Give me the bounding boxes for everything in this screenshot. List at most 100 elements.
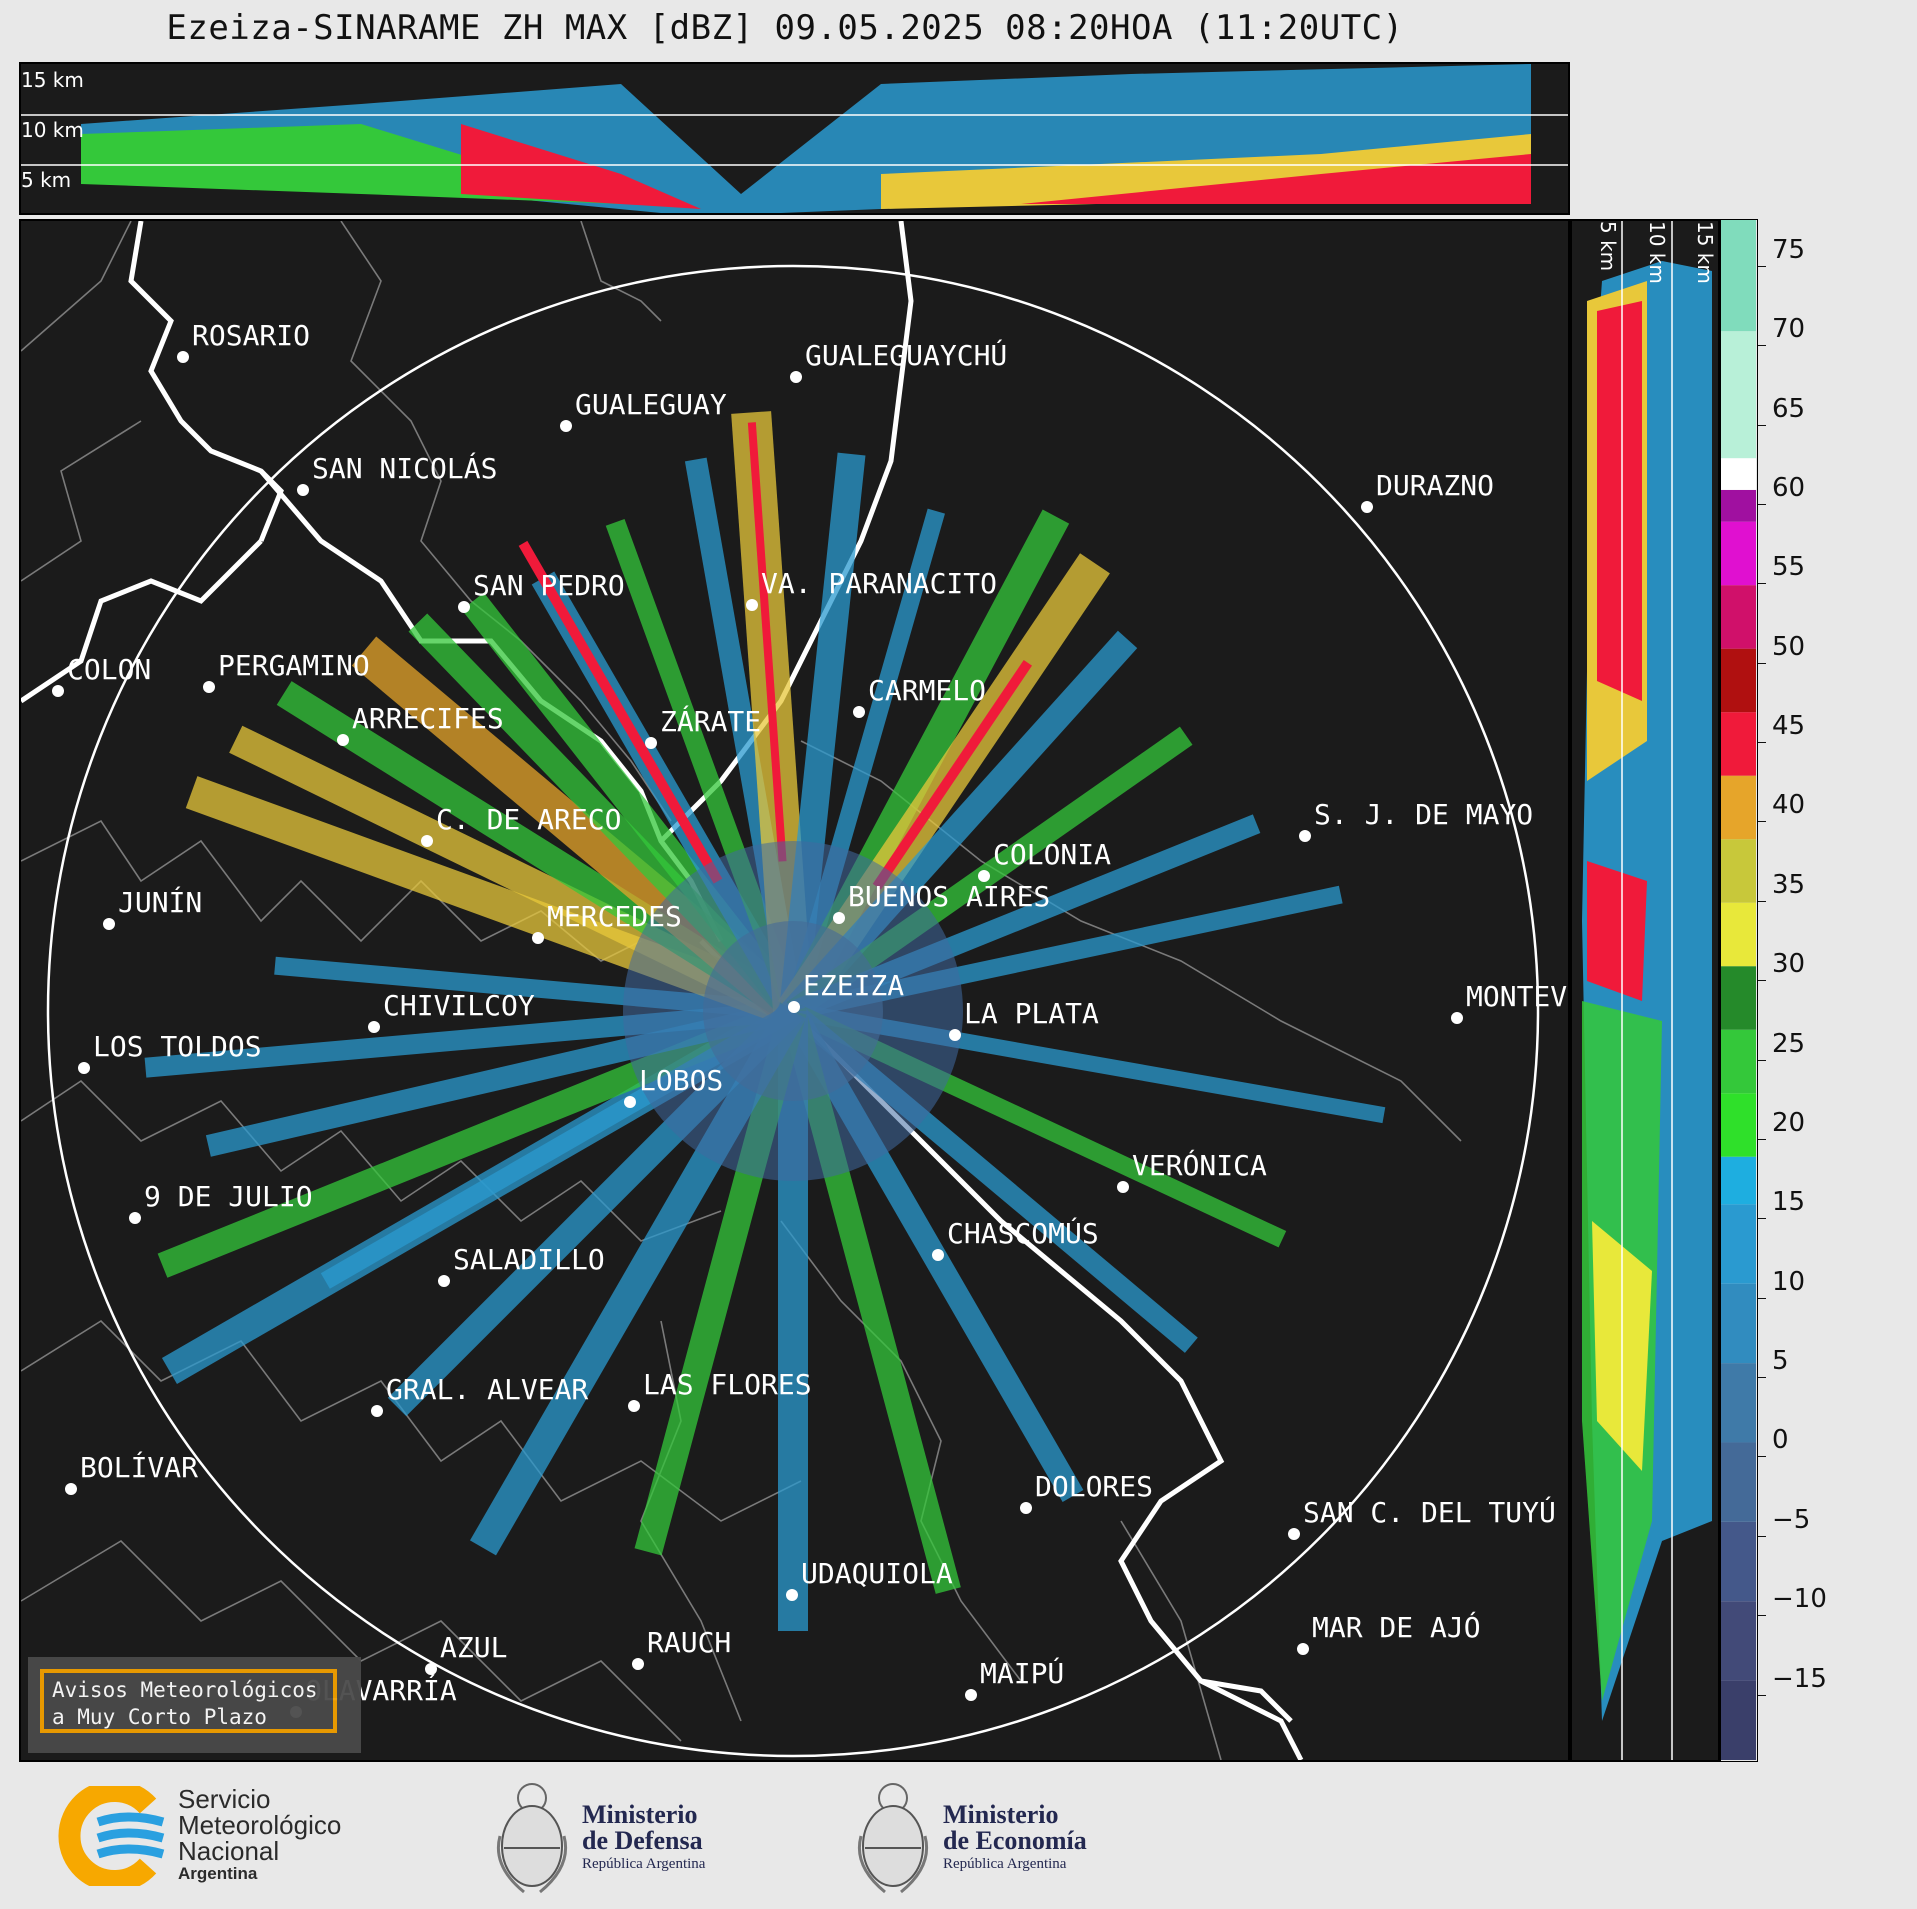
economia-seal: [855, 1776, 931, 1896]
colorbar-tick-label: 70: [1772, 314, 1806, 345]
colorbar-segment: [1721, 1601, 1756, 1681]
footer: Servicio Meteorológico Nacional Argentin…: [0, 1762, 1917, 1909]
colorbar-segment: [1721, 458, 1756, 490]
colorbar-segment: [1721, 220, 1756, 332]
colorbar-segment: [1721, 1093, 1756, 1157]
colorbar-tick-label: 0: [1772, 1425, 1789, 1456]
city-marker: [368, 1021, 380, 1033]
side-cross-section-plot: [1582, 221, 1712, 1760]
defensa-line-3: República Argentina: [582, 1856, 706, 1872]
city-marker: [129, 1212, 141, 1224]
colorbar-tick-label: 50: [1772, 631, 1806, 662]
side-cross-section-panel: 5 km 10 km 15 km: [1570, 219, 1720, 1762]
colorbar-segment: [1721, 966, 1756, 1030]
colorbar-tick-label: 20: [1772, 1107, 1806, 1138]
coat-of-arms-icon: [496, 1783, 568, 1894]
height-label-15km: 15 km: [1693, 221, 1717, 284]
colorbar-tick: −5: [1758, 1505, 1810, 1551]
city-label: SAN PEDRO: [473, 569, 625, 602]
city-marker: [628, 1400, 640, 1412]
range-ring: [46, 264, 1540, 1758]
colorbar-tick-label: −15: [1772, 1663, 1827, 1694]
city-marker: [103, 918, 115, 930]
height-label-5km: 5 km: [21, 168, 72, 192]
colorbar-tick: 25: [1758, 1029, 1805, 1075]
radar-map: ROSARIO GUALEGUAYCHÚ GUALEGUAY SAN NICOLÁS D…: [21, 221, 1567, 1760]
colorbar-segment: [1721, 489, 1756, 522]
city-label: LA PLATA: [964, 997, 1099, 1030]
height-label-10km: 10 km: [1645, 221, 1669, 284]
colorbar-segment: [1721, 521, 1756, 586]
city-label: COLON: [67, 653, 151, 686]
city-marker: [337, 734, 349, 746]
city-marker: [1020, 1502, 1032, 1514]
colorbar-segment: [1721, 1680, 1756, 1760]
colorbar-tick-label: 35: [1772, 869, 1806, 900]
city-label: RAUCH: [647, 1626, 731, 1659]
city-label: SAN C. DEL TUYÚ: [1303, 1495, 1556, 1529]
colorbar-tick-label: −10: [1772, 1584, 1827, 1615]
economia-line-1: Ministerio: [943, 1800, 1059, 1829]
defensa-line-1: Ministerio: [582, 1800, 698, 1829]
colorbar-segment: [1721, 331, 1756, 459]
city-marker: [932, 1249, 944, 1261]
colorbar-tick-label: 40: [1772, 790, 1806, 821]
city-label: SAN NICOLÁS: [312, 451, 497, 485]
top-cross-section-plot: [21, 64, 1568, 213]
city-label: LOS TOLDOS: [93, 1030, 262, 1063]
city-label: JUNÍN: [118, 885, 202, 919]
city-label: BUENOS AIRES: [848, 880, 1050, 913]
city-marker: [297, 484, 309, 496]
colorbar-segment: [1721, 1442, 1756, 1522]
colorbar-tick-label: 65: [1772, 393, 1806, 424]
city-label: GRAL. ALVEAR: [386, 1373, 588, 1406]
city-marker: [1361, 501, 1373, 513]
smn-logo: [58, 1780, 168, 1892]
city-label: ZÁRATE: [660, 704, 761, 738]
economia-text: Ministerio de Economía República Argenti…: [943, 1802, 1087, 1874]
city-label: MONTEV: [1466, 980, 1567, 1013]
city-marker: [560, 420, 572, 432]
colorbar-tick-label: 5: [1772, 1346, 1789, 1377]
colorbar-tick: −15: [1758, 1664, 1827, 1710]
colorbar-segment: [1721, 775, 1756, 840]
city-marker: [177, 351, 189, 363]
city-marker: [788, 1001, 800, 1013]
smn-line-3: Nacional: [178, 1836, 280, 1866]
colorbar-segment: [1721, 1521, 1756, 1602]
city-marker: [203, 681, 215, 693]
radar-echo-core: [747, 422, 787, 862]
city-label: SALADILLO: [453, 1243, 605, 1276]
height-label-5km: 5 km: [1596, 221, 1620, 272]
city-marker: [65, 1483, 77, 1495]
colorbar-segment: [1721, 839, 1756, 903]
warning-link-box[interactable]: Avisos Meteorológicos a Muy Corto Plazo: [28, 1657, 361, 1753]
top-cross-section-panel: 15 km 10 km 5 km: [19, 62, 1570, 215]
city-label: MERCEDES: [547, 900, 682, 933]
city-marker: [1299, 830, 1311, 842]
colorbar-tick: 20: [1758, 1108, 1805, 1154]
city-label: AZUL: [440, 1631, 507, 1664]
coat-of-arms-icon: [857, 1783, 929, 1894]
city-label: ARRECIFES: [352, 702, 504, 735]
colorbar-tick: 55: [1758, 552, 1805, 598]
colorbar-tick-label: 45: [1772, 711, 1806, 742]
smn-line-2: Meteorológico: [178, 1810, 342, 1840]
colorbar-tick-label: 55: [1772, 552, 1806, 583]
smn-line-1: Servicio: [178, 1784, 271, 1814]
colorbar-segment: [1721, 902, 1756, 967]
city-label: COLONIA: [993, 838, 1111, 871]
city-marker: [1288, 1528, 1300, 1540]
colorbar-segment: [1721, 1363, 1756, 1443]
city-marker: [645, 737, 657, 749]
city-label: CARMELO: [868, 674, 986, 707]
page-title: Ezeiza-SINARAME ZH MAX [dBZ] 09.05.2025 …: [166, 8, 1404, 48]
colorbar-tick: 60: [1758, 473, 1805, 519]
defensa-text: Ministerio de Defensa República Argentin…: [582, 1802, 705, 1874]
radar-echo-core: [872, 660, 1033, 890]
city-marker: [624, 1096, 636, 1108]
city-label: GUALEGUAYCHÚ: [805, 338, 1007, 372]
warning-line-2: a Muy Corto Plazo: [52, 1705, 267, 1729]
city-marker: [965, 1689, 977, 1701]
colorbar-tick: 40: [1758, 790, 1805, 836]
